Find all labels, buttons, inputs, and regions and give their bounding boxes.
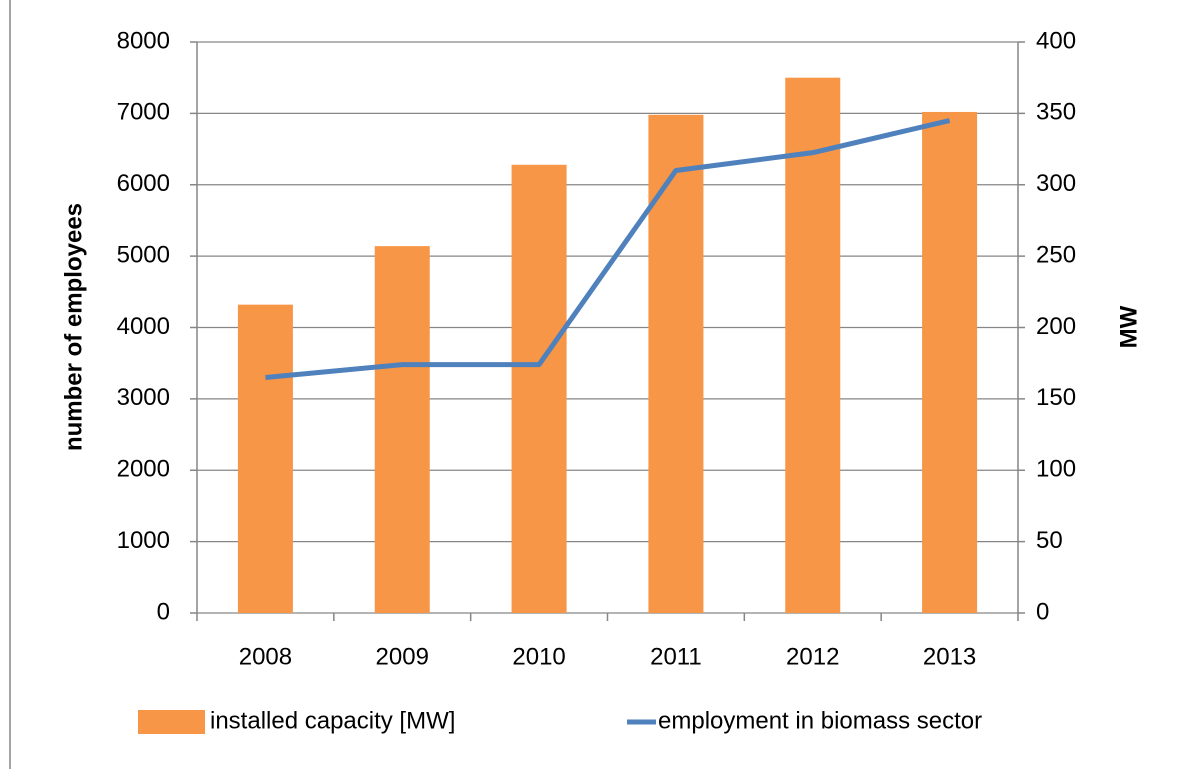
y-axis-label: number of employees bbox=[60, 203, 87, 451]
y-tick-label: 5000 bbox=[117, 241, 170, 268]
x-tick-label: 2010 bbox=[512, 643, 565, 670]
y2-tick-label: 300 bbox=[1036, 170, 1076, 197]
y-tick-label: 8000 bbox=[117, 27, 170, 54]
y2-tick-label: 400 bbox=[1036, 27, 1076, 54]
y-tick-label: 4000 bbox=[117, 313, 170, 340]
bar bbox=[648, 114, 704, 614]
y2-tick-label: 200 bbox=[1036, 313, 1076, 340]
y2-tick-label: 350 bbox=[1036, 99, 1076, 126]
y2-tick-label: 100 bbox=[1036, 456, 1076, 483]
y-tick-label: 2000 bbox=[117, 456, 170, 483]
x-tick-label: 2008 bbox=[239, 643, 292, 670]
bar bbox=[785, 77, 841, 613]
y2-tick-label: 50 bbox=[1036, 527, 1063, 554]
y-tick-label: 7000 bbox=[117, 99, 170, 126]
y-tick-label: 6000 bbox=[117, 170, 170, 197]
legend-label: installed capacity [MW] bbox=[210, 707, 455, 734]
x-tick-label: 2011 bbox=[650, 643, 702, 670]
legend-label: employment in biomass sector bbox=[658, 707, 982, 734]
y2-tick-label: 150 bbox=[1036, 384, 1076, 411]
y-tick-label: 0 bbox=[157, 598, 170, 625]
y-tick-label: 1000 bbox=[117, 527, 170, 554]
bar bbox=[511, 164, 567, 613]
bar bbox=[374, 246, 430, 613]
y-tick-label: 3000 bbox=[117, 384, 170, 411]
x-tick-label: 2009 bbox=[376, 643, 429, 670]
x-tick-label: 2013 bbox=[923, 643, 976, 670]
y2-tick-label: 0 bbox=[1036, 598, 1049, 625]
legend-swatch bbox=[138, 710, 205, 734]
y2-tick-label: 250 bbox=[1036, 241, 1076, 268]
x-tick-label: 2012 bbox=[786, 643, 839, 670]
bar bbox=[922, 111, 978, 613]
line bbox=[265, 118, 951, 380]
bar bbox=[237, 304, 293, 613]
y2-axis-label: MW bbox=[1115, 305, 1142, 348]
